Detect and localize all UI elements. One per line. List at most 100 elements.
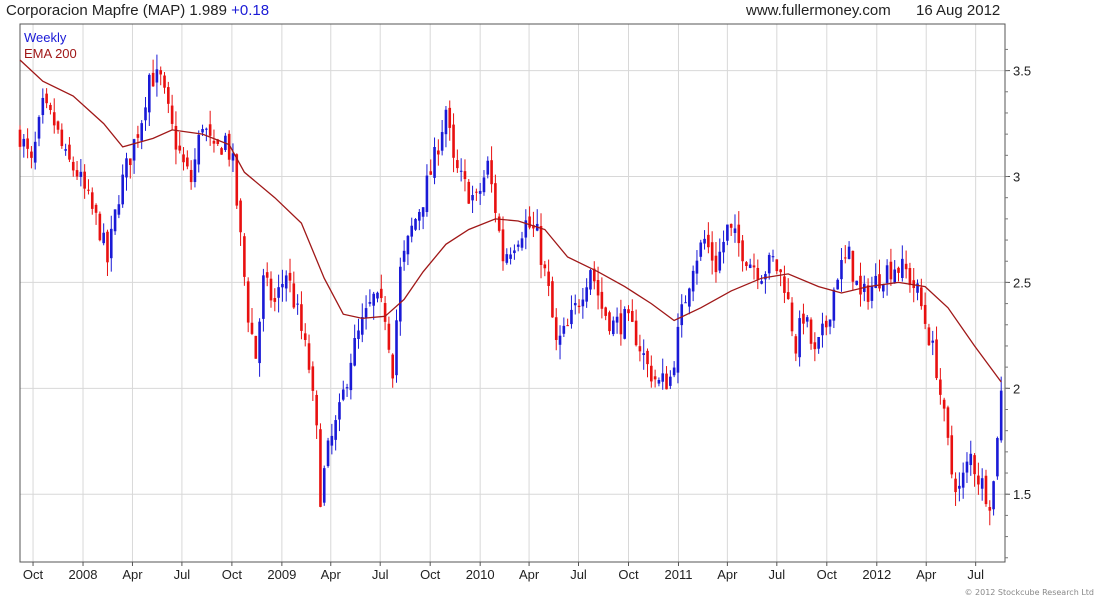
candle (467, 179, 471, 205)
candle (965, 452, 969, 483)
candle-body (98, 213, 102, 241)
candle-body (969, 453, 973, 466)
candle-body (874, 275, 877, 288)
x-tick-label: Jul (372, 567, 389, 582)
candle (128, 158, 132, 179)
candle (212, 129, 216, 153)
candle-body (330, 435, 334, 446)
candle (554, 308, 558, 351)
candle-body (855, 280, 858, 285)
candle-body (68, 144, 71, 160)
candle (524, 209, 528, 250)
candle (478, 182, 482, 205)
candle-body (448, 107, 452, 128)
candle (752, 253, 756, 280)
candle-body (775, 259, 779, 272)
candle-body (148, 74, 151, 113)
candle (779, 268, 782, 287)
candle (688, 287, 691, 315)
source-site[interactable]: www.fullermoney.com (746, 2, 891, 19)
candle-body (402, 250, 406, 262)
candle (581, 287, 585, 319)
candle-body (425, 175, 429, 213)
candle (341, 380, 345, 402)
candle-body (303, 333, 307, 340)
candle (939, 368, 942, 405)
candle-body (676, 326, 680, 373)
candle-body (243, 236, 246, 277)
candle-body (977, 475, 980, 485)
candle (889, 248, 893, 286)
candle-body (767, 254, 771, 274)
candle (75, 160, 79, 180)
candle (18, 125, 22, 150)
candle-body (125, 158, 128, 178)
candle (676, 313, 680, 384)
candle-body (596, 280, 600, 296)
candle (148, 73, 151, 126)
candle-body (802, 313, 805, 324)
candle-body (653, 376, 657, 380)
candle (931, 330, 935, 356)
candle (37, 115, 41, 147)
x-tick-label: Apr (519, 567, 540, 582)
candle (136, 125, 140, 148)
candle-body (859, 275, 862, 295)
candle (585, 278, 588, 308)
candle (802, 303, 805, 335)
candle (691, 265, 695, 302)
candle-body (904, 263, 908, 270)
candle (840, 248, 843, 292)
candle-body (551, 281, 554, 318)
candle-body (965, 461, 969, 473)
candle (977, 462, 980, 495)
candle (695, 250, 699, 285)
candle (379, 274, 383, 303)
candle-body (566, 325, 569, 327)
candle-body (604, 307, 607, 316)
candle (665, 366, 668, 390)
candle-body (235, 154, 239, 206)
candle-body (471, 195, 474, 201)
candle (760, 275, 763, 285)
candle-body (277, 287, 280, 298)
candle (330, 423, 334, 455)
y-tick-label: 2.5 (1013, 275, 1031, 290)
candle-body (821, 323, 824, 336)
candle-body (41, 97, 45, 116)
candle-body (178, 145, 182, 151)
candle-body (246, 281, 250, 323)
candle-body (543, 264, 547, 269)
candle-body (117, 204, 121, 215)
candle (205, 127, 208, 142)
candle-body (554, 317, 558, 340)
candle (368, 289, 372, 307)
candle (349, 353, 353, 400)
candle-body (912, 280, 916, 289)
candle (239, 198, 242, 246)
candle (475, 188, 478, 201)
candle (33, 131, 37, 170)
x-tick-label: Jul (769, 567, 786, 582)
candle-body (996, 438, 999, 477)
candle (71, 156, 75, 177)
y-tick-label: 3.5 (1013, 64, 1031, 79)
candle-body (684, 302, 687, 304)
candle-body (729, 223, 733, 228)
candle (254, 335, 258, 359)
candle-body (703, 238, 706, 244)
candle (186, 150, 189, 170)
candle-body (813, 342, 817, 350)
candle-body (18, 129, 22, 147)
candle-body (984, 475, 988, 505)
x-tick-label: Jul (570, 567, 587, 582)
candle (592, 261, 596, 290)
candle (315, 390, 318, 439)
candle (421, 207, 425, 230)
legend-ema: EMA 200 (24, 46, 77, 61)
candle-body (592, 268, 596, 282)
candle (946, 405, 950, 446)
candle (627, 305, 630, 321)
candle-body (49, 104, 52, 111)
